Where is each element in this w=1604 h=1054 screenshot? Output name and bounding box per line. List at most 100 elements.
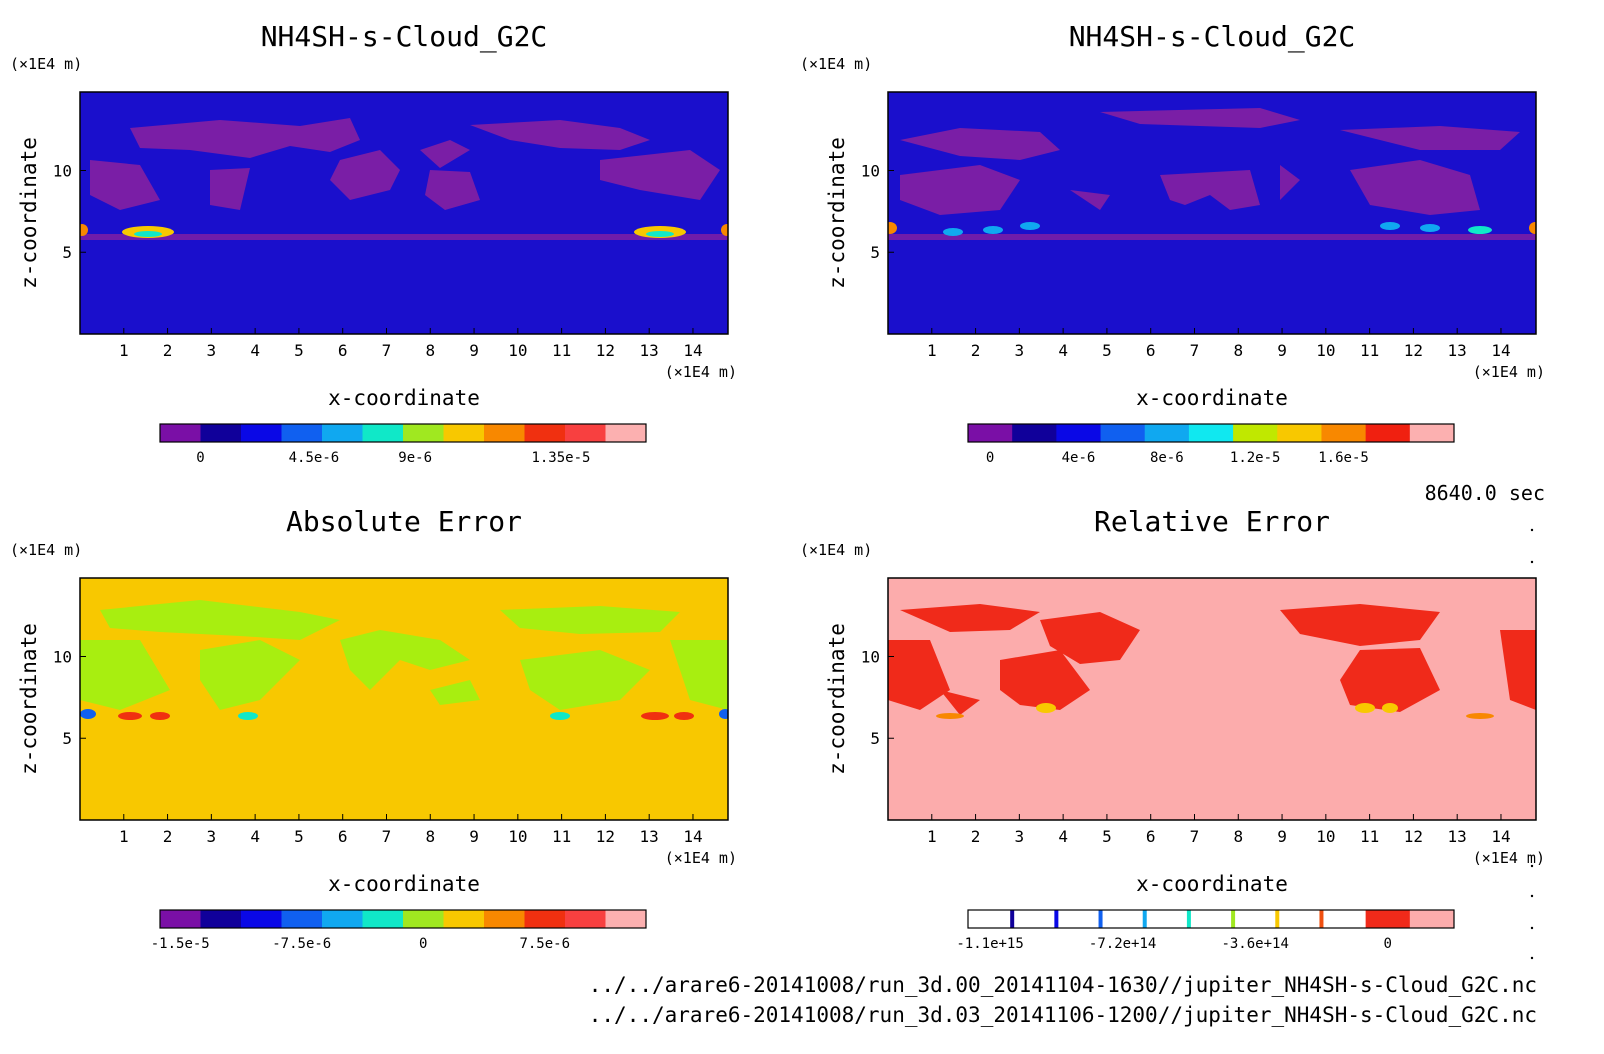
colorbar-swatch xyxy=(1277,910,1322,928)
plot-frame xyxy=(79,91,729,335)
error-blob-7 xyxy=(674,712,694,720)
colorbar-swatch xyxy=(1188,910,1234,928)
x-tick-label: 14 xyxy=(683,827,702,846)
colorbar-swatch xyxy=(1012,910,1057,928)
upper-error-band xyxy=(80,600,728,710)
x-tick-label: 10 xyxy=(508,341,527,360)
x-tick-label: 3 xyxy=(1015,341,1025,360)
colorbar-tick-label: 0 xyxy=(1384,936,1392,952)
cloud-core-e xyxy=(1420,224,1440,232)
y-axis-label: z-coordinate xyxy=(825,623,849,775)
upper-cloud-band xyxy=(900,108,1520,215)
x-axis-ticks: 1 2 3 4 5 6 7 8 9 10 11 12 13 14 xyxy=(927,814,1511,846)
colorbar-swatch xyxy=(1365,910,1411,928)
colorbar-tick-label: 0 xyxy=(986,450,994,466)
edge-core-right xyxy=(721,224,728,236)
edge-core-left xyxy=(888,222,897,234)
x-tick-label: 12 xyxy=(596,827,615,846)
colorbar-tick-label: 4e-6 xyxy=(1062,450,1096,466)
colorbar-stripe xyxy=(1010,910,1015,928)
colorbar-swatch xyxy=(200,910,242,928)
colorbar-tick-label: 7.5e-6 xyxy=(519,936,570,952)
x-tick-label: 12 xyxy=(1404,341,1423,360)
colorbar-frame xyxy=(159,909,647,929)
colorbar-swatch xyxy=(1321,910,1367,928)
x-tick-label: 9 xyxy=(1277,341,1287,360)
x-tick-label: 10 xyxy=(1316,341,1335,360)
upper-error-band xyxy=(888,604,1536,715)
x-tick-label: 3 xyxy=(207,827,217,846)
x-tick-label: 7 xyxy=(1190,341,1200,360)
x-tick-label: 11 xyxy=(1360,827,1379,846)
colorbar-swatch xyxy=(1100,424,1146,442)
y-unit-label: (×1E4 m) xyxy=(10,55,82,73)
x-axis-label: x-coordinate xyxy=(328,386,480,410)
error-blob-2 xyxy=(118,712,142,720)
x-tick-label: 7 xyxy=(1190,827,1200,846)
x-axis-label: x-coordinate xyxy=(1136,872,1288,896)
plot-frame xyxy=(887,91,1537,335)
colorbar-swatch xyxy=(443,910,485,928)
colorbar-swatch xyxy=(1233,424,1278,442)
y-axis-ticks: 5 10 xyxy=(53,161,86,262)
x-tick-label: 1 xyxy=(119,341,129,360)
x-tick-label: 12 xyxy=(1404,827,1423,846)
colorbar-tick-label: 8e-6 xyxy=(1150,450,1184,466)
colorbar-swatch xyxy=(241,424,282,442)
x-tick-label: 11 xyxy=(552,827,571,846)
colorbar-stripe xyxy=(1098,910,1103,928)
y-axis-ticks: 5 10 xyxy=(53,647,86,748)
x-tick-label: 1 xyxy=(927,341,937,360)
x-tick-label: 14 xyxy=(1491,341,1510,360)
cloud-core-left-inner xyxy=(134,231,162,237)
y-unit-label: (×1E4 m) xyxy=(800,55,872,73)
colorbar-tick-label: 4.5e-6 xyxy=(289,450,340,466)
lower-cloud-edge xyxy=(80,234,728,240)
colorbar-tick-label: 0 xyxy=(196,450,204,466)
x-tick-label: 5 xyxy=(294,341,304,360)
plot-frame xyxy=(887,577,1537,821)
x-tick-label: 3 xyxy=(207,341,217,360)
x-axis-ticks: 1 2 3 4 5 6 7 8 9 10 11 12 13 14 xyxy=(927,328,1511,360)
colorbar-swatch xyxy=(322,910,363,928)
colorbar-swatch xyxy=(605,424,647,442)
error-core-2 xyxy=(936,713,964,719)
x-tick-label: 13 xyxy=(1448,341,1467,360)
error-blob-3 xyxy=(150,712,170,720)
colorbar-swatch xyxy=(160,910,201,928)
x-tick-label: 5 xyxy=(294,827,304,846)
colorbar-tick-label: -1.5e-5 xyxy=(151,936,210,952)
decorative-dots xyxy=(1530,528,1534,960)
y-axis-label: z-coordinate xyxy=(17,623,41,775)
colorbar-swatch xyxy=(605,910,647,928)
colorbar-swatch xyxy=(1365,424,1411,442)
x-tick-label: 4 xyxy=(1058,341,1068,360)
x-tick-label: 7 xyxy=(382,827,392,846)
panel-top-left: NH4SH-s-Cloud_G2C (×1E4 m) 1 2 3 4 5 6 7 8 9 10 11… xyxy=(10,20,737,466)
x-tick-label: 1 xyxy=(927,827,937,846)
colorbar-tick-label: -7.5e-6 xyxy=(272,936,331,952)
x-tick-label: 5 xyxy=(1102,341,1112,360)
colorbar-frame xyxy=(967,423,1455,443)
colorbar-swatch xyxy=(1321,424,1367,442)
colorbar-swatch xyxy=(322,424,363,442)
panel-title: NH4SH-s-Cloud_G2C xyxy=(261,20,548,54)
x-tick-label: 11 xyxy=(1360,341,1379,360)
y-tick-label: 5 xyxy=(62,729,72,748)
colorbar-tick-label: 1.35e-5 xyxy=(531,450,590,466)
x-tick-label: 9 xyxy=(1277,827,1287,846)
colorbar-tick-label: -7.2e+14 xyxy=(1089,936,1156,952)
x-tick-label: 13 xyxy=(640,341,659,360)
colorbar-swatch xyxy=(968,424,1013,442)
y-tick-label: 10 xyxy=(861,647,880,666)
x-unit-label: (×1E4 m) xyxy=(665,363,737,381)
x-tick-label: 8 xyxy=(425,827,435,846)
colorbar-tick-label: -3.6e+14 xyxy=(1221,936,1288,952)
y-tick-label: 10 xyxy=(53,647,72,666)
x-tick-label: 2 xyxy=(163,341,173,360)
colorbar-swatch xyxy=(968,910,1013,928)
colorbar: 0 4e-6 8e-6 1.2e-5 1.6e-5 xyxy=(967,423,1455,466)
x-tick-label: 6 xyxy=(1146,341,1156,360)
x-tick-label: 11 xyxy=(552,341,571,360)
